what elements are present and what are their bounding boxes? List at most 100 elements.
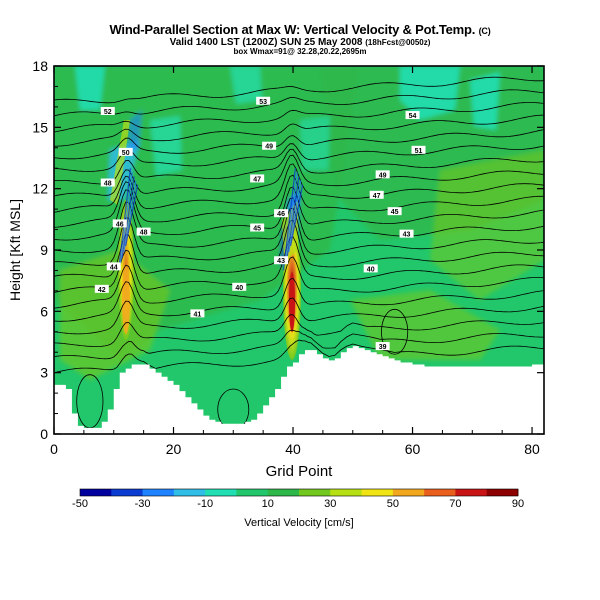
contour-label-45: 45 (253, 226, 261, 233)
isentrope-38 (54, 277, 544, 322)
contour-label-box-9 (262, 141, 277, 150)
contour-label-box-10 (250, 174, 265, 183)
updraft-streak-0-3 (123, 180, 137, 253)
isentrope-41 (54, 219, 544, 278)
chart-title-text: Wind-Parallel Section at Max W: Vertical… (109, 22, 476, 37)
isentrope-48 (54, 148, 544, 185)
closed-contour-0 (76, 374, 104, 429)
colorbar: -50 -30 -10 10 30 50 70 90 (72, 488, 524, 510)
isentrope-51 (54, 114, 544, 147)
isentrope-53 (54, 89, 544, 117)
contour-label-49: 49 (379, 172, 387, 179)
isentrope-36 (54, 297, 544, 335)
contour-label-43: 43 (277, 258, 285, 265)
colorbar-swatch-7 (299, 489, 331, 496)
isentrope-52 (54, 102, 544, 133)
y-tick-label-18: 18 (32, 58, 48, 74)
y-tick-label-12: 12 (32, 181, 48, 197)
contour-label-46: 46 (116, 221, 124, 228)
y-tick-label-0: 0 (40, 426, 48, 442)
contour-label-53: 53 (259, 99, 267, 106)
contour-label-box-7 (190, 309, 205, 318)
contour-label-50: 50 (122, 150, 130, 157)
updraft-streak-0-1 (119, 172, 133, 265)
colorbar-swatch-10 (392, 489, 425, 496)
contour-label-box-8 (256, 96, 271, 105)
colorbar-swatch-3 (173, 489, 206, 496)
colorbar-tick--10: -10 (197, 498, 213, 510)
contour-label-box-18 (369, 190, 384, 199)
colorbar-tick-30: 30 (324, 498, 336, 510)
contour-label-45: 45 (391, 209, 399, 216)
updraft-streaks (117, 168, 304, 271)
y-axis-label: Height [Kft MSL] (7, 199, 23, 301)
colorbar-swatch-11 (424, 489, 456, 496)
y-tick-label-6: 6 (40, 303, 48, 319)
contour-label-box-11 (250, 223, 265, 232)
isentrope-33 (54, 329, 544, 360)
contour-label-box-2 (100, 178, 115, 187)
chart-title: Wind-Parallel Section at Max W: Vertical… (0, 22, 600, 37)
updraft-streak-0-2 (121, 176, 135, 259)
contour-label-box-21 (363, 264, 378, 273)
y-tick-label-15: 15 (32, 119, 48, 135)
updraft-core-left (110, 120, 134, 340)
contour-label-52: 52 (104, 109, 112, 116)
contour-label-47: 47 (373, 193, 381, 200)
colorbar-swatch-1 (111, 489, 143, 496)
x-axis-label: Grid Point (266, 463, 334, 480)
isentrope-39 (54, 256, 544, 309)
contour-label-box-3 (112, 219, 127, 228)
contour-label-box-13 (274, 256, 289, 265)
colorbar-tick--50: -50 (72, 498, 88, 510)
y-tick-label-3: 3 (40, 365, 48, 381)
contour-label-box-6 (94, 284, 109, 293)
contour-label-49: 49 (265, 144, 273, 151)
updraft-streak-1-1 (284, 172, 298, 265)
colorbar-swatch-4 (205, 489, 237, 496)
y-tick-label-9: 9 (40, 242, 48, 258)
contour-label-40: 40 (367, 266, 375, 273)
closed-contour-2 (381, 308, 409, 355)
terrain-mask (54, 346, 544, 434)
colorbar-swatch-2 (142, 489, 175, 496)
colorbar-tick-50: 50 (387, 498, 399, 510)
contour-label-48: 48 (104, 181, 112, 188)
y-axis: 0 3 6 9 12 15 18 (32, 58, 544, 442)
contour-label-48: 48 (140, 230, 148, 237)
contour-label-box-20 (399, 229, 414, 238)
contour-label-box-17 (375, 170, 390, 179)
contour-label-box-19 (387, 207, 402, 216)
chart-subtitle-text: Valid 1400 LST (1200Z) SUN 25 May 2008 (169, 37, 363, 48)
contour-label-43: 43 (403, 232, 411, 239)
isentrope-42 (54, 207, 544, 266)
contour-label-box-14 (232, 282, 247, 291)
updraft-streak-0-0 (117, 168, 132, 271)
contour-label-44: 44 (110, 264, 118, 271)
colorbar-tick--30: -30 (135, 498, 151, 510)
x-tick-label-40: 40 (285, 441, 301, 457)
chart-subtitle-note: (18hFcst@0050z) (365, 38, 431, 47)
colorbar-tick-70: 70 (449, 498, 461, 510)
contour-label-box-22 (375, 342, 390, 351)
colorbar-swatch-9 (361, 489, 394, 496)
contour-label-41: 41 (194, 311, 202, 318)
colorbar-tick-10: 10 (262, 498, 274, 510)
isentrope-40 (54, 236, 544, 293)
contour-label-47: 47 (253, 176, 261, 183)
contour-label-box-4 (136, 227, 151, 236)
colorbar-swatch-12 (455, 489, 488, 496)
updraft-streak-0-4 (125, 184, 139, 247)
updraft-streak-1-0 (282, 168, 297, 271)
x-axis: 0 20 40 60 80 (50, 66, 540, 457)
updraft-streak-1-3 (288, 180, 302, 253)
colorbar-swatch-6 (267, 489, 300, 496)
isentrope-34 (54, 314, 544, 347)
contour-label-box-16 (411, 145, 426, 154)
contour-label-51: 51 (415, 148, 423, 155)
isentrope-43 (54, 197, 544, 254)
colorbar-tick-90: 90 (512, 498, 524, 510)
colorbar-frame (79, 488, 519, 497)
chart-subtitle-2: box Wmax=91@ 32.28,20.22,2695m (233, 47, 367, 56)
